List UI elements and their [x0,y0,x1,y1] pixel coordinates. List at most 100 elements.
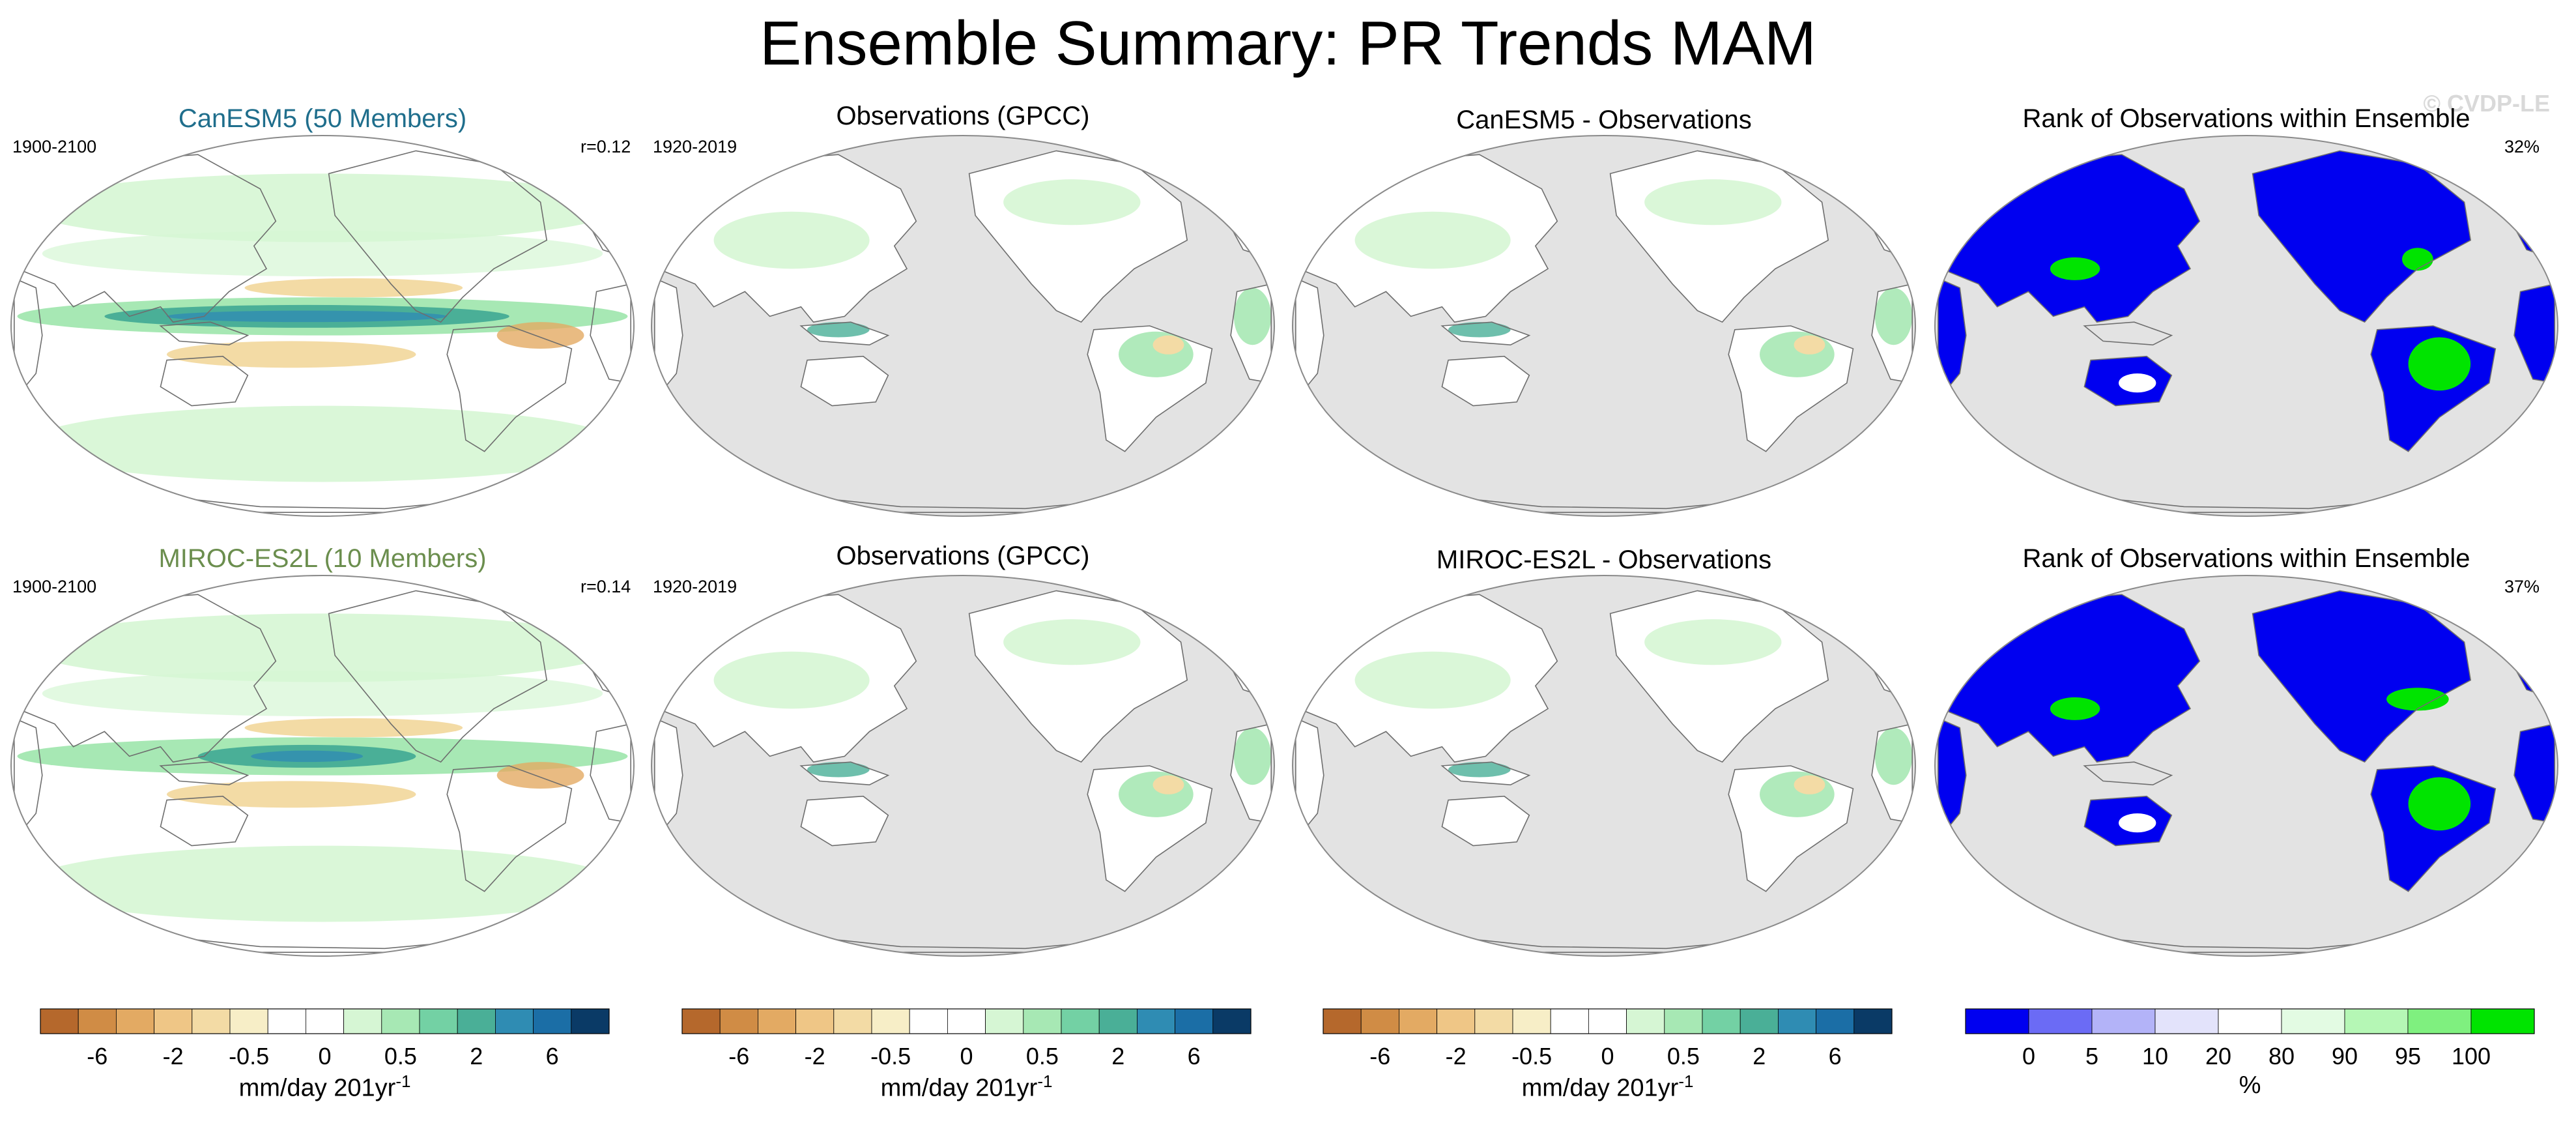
land-australia [801,796,889,846]
dry-samerica [1794,335,1825,355]
colorbar-units-exponent: -1 [1678,1071,1694,1091]
colorbar-box [381,1008,420,1034]
colorbar-units: % [2239,1071,2261,1099]
colorbar-tick-label: -2 [804,1043,825,1070]
colorbar-box [1323,1008,1362,1034]
colorbar-box [1212,1008,1252,1034]
coastline-asia [657,594,917,763]
colorbar-label: mm/day 201yr-1 [674,1071,1260,1103]
panel-period: 1900-2100 [12,137,97,156]
colorbar-2 [1323,1008,1893,1034]
map-outline [651,135,1275,517]
colorbar-box [833,1008,872,1034]
wet-namerica [1644,619,1782,665]
colorbar-box [192,1008,231,1034]
wet-africa [1233,287,1272,345]
wet-asia [713,211,870,269]
panel-stat: r=0.12 [580,137,631,156]
colorbar-tick-label: 6 [1828,1043,1842,1070]
rank-mid-australia [2119,373,2156,393]
coastline-samerica [1087,325,1213,452]
rank-mid-australia [2119,813,2156,833]
panel-title: MIROC-ES2L (10 Members) [158,544,487,573]
rank-land-namerica [2252,590,2471,763]
land-australia [1442,796,1530,846]
panel-stat: 32% [2504,137,2540,156]
colorbar-tick-label: 6 [1187,1043,1201,1070]
colorbar-tick-label: 0 [1601,1043,1614,1070]
colorbar-frame [1323,1008,1893,1034]
wet-samerica [1760,771,1835,817]
colorbar-tick-label: 0.5 [1025,1043,1059,1070]
watermark: © CVDP-LE [2423,90,2550,117]
panel-title: Rank of Observations within Ensemble [2022,104,2470,133]
colorbar-box [305,1008,344,1034]
colorbar-box [1739,1008,1779,1034]
colorbar-tick-label: 5 [2085,1043,2099,1070]
itcz-max [167,310,448,323]
coastline-australia [2083,795,2173,847]
colorbar-box [2028,1008,2093,1034]
land-africa [654,718,683,833]
colorbar-box [947,1008,986,1034]
precip-band-south [26,845,619,922]
colorbar-box [2407,1008,2472,1034]
panel-title: MIROC-ES2L - Observations [1436,546,1772,574]
colorbar-box [1437,1008,1476,1034]
colorbar-box [40,1008,79,1034]
precip-band-north [26,173,619,242]
coastline-samerica [446,325,573,452]
coastline-asia [1940,594,2201,763]
colorbar-box [1137,1008,1176,1034]
map-panel-diff [1293,136,1915,516]
colorbar-box [343,1008,382,1034]
wet-samerica [1760,331,1835,377]
coastline-samerica [1728,325,1854,452]
colorbar-box [457,1008,496,1034]
coastline-asia [657,154,917,323]
rank-high-asia [2050,697,2100,720]
colorbar-tick-label: 0 [2022,1043,2036,1070]
coastline-australia [800,355,889,407]
colorbar-frame [40,1008,610,1034]
colorbar-tick-label: 2 [1753,1043,1766,1070]
colorbar-box [1398,1008,1437,1034]
itcz-max [251,750,364,763]
colorbar-box [1023,1008,1062,1034]
colorbar-tick-label: 0.5 [384,1043,417,1070]
map-outline [1934,575,2558,957]
colorbar-box [495,1008,534,1034]
land-africa [1295,278,1324,393]
coastline-sea [799,761,890,786]
colorbar-tick-label: 10 [2141,1043,2169,1070]
panel-title: CanESM5 - Observations [1456,106,1752,134]
colorbar-tick-label: 0.5 [1667,1043,1700,1070]
coastline-sea [159,761,250,786]
colorbar-tick-label: 100 [2451,1043,2491,1070]
map-outline [1292,135,1916,517]
colorbar-box [2091,1008,2156,1034]
colorbar-tick-label: -0.5 [870,1043,911,1070]
colorbar-box [1664,1008,1703,1034]
coastline-sea [2083,761,2173,786]
land-australia [801,356,889,406]
panel-title: CanESM5 (50 Members) [178,104,467,133]
colorbar-tick-label: 95 [2394,1043,2422,1070]
wet-samerica [1119,771,1194,817]
rank-high-samerica [2408,777,2471,831]
colorbar-units-exponent: -1 [395,1071,411,1091]
dry-atlantic [496,762,584,789]
wet-africa [1874,727,1913,785]
figure-title: Ensemble Summary: PR Trends MAM [760,8,1816,78]
rank-land-africa [1938,278,1966,393]
coastline-asia [1298,594,1558,763]
colorbar-box [1588,1008,1627,1034]
rank-high-samerica [2408,337,2471,391]
colorbar-tick-label: 2 [1111,1043,1125,1070]
dry-band-north [244,718,463,738]
map-panel-model [11,575,634,956]
colorbar-box [909,1008,948,1034]
precip-band-subtropic [42,671,603,717]
map-panel-obs [651,136,1274,516]
colorbar-tick-label: 6 [545,1043,559,1070]
